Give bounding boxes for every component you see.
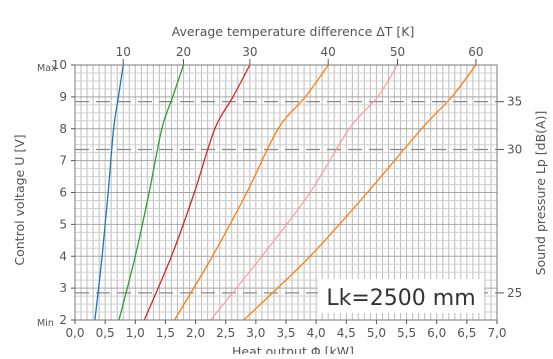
x-tick-label: 6,0 [427,326,446,340]
top-tick-label-40: 40 [321,45,336,59]
top-tick-label-10: 10 [116,45,131,59]
x-tick-label: 5,5 [397,326,416,340]
sound-pressure-lines [75,101,497,294]
y-axis-title: Control voltage U [V] [12,134,27,265]
x-tick-label: 1,0 [126,326,145,340]
y-tick-label: 4 [59,249,67,263]
series-line-50 [210,64,399,321]
x-tick-label: 4,0 [307,326,326,340]
x-tick-label: 5,0 [367,326,386,340]
y-tick-label: 9 [59,90,67,104]
x-tick-label: 2,5 [216,326,235,340]
x-tick-label: 4,5 [337,326,356,340]
series-line-60 [243,64,477,321]
right-tick-label: 35 [507,95,522,109]
series-line-10 [94,64,124,321]
length-annotation: Lk=2500 mm [326,286,475,311]
y2-axis-title: Sound pressure Lp [dB(A)] [533,111,548,276]
y-tick-label: 10 [52,58,67,72]
y-tick-label: 6 [59,186,67,200]
x-tick-label: 7,0 [487,326,506,340]
top-tick-label-30: 30 [242,45,257,59]
series-line-20 [118,64,185,321]
series-line-40 [173,64,329,321]
top-tick-label-60: 60 [468,45,483,59]
y-tick-label: 5 [59,217,67,231]
top-axis-title: Average temperature difference ΔT [K] [172,24,415,39]
x-tick-label: 0,5 [96,326,115,340]
y-tick-label: 7 [59,154,67,168]
y-min-label: Min [37,318,54,329]
x-axis-title: Heat output Φ [kW] [232,344,354,354]
y-tick-label: 8 [59,122,67,136]
y-max-label: Max [37,63,57,74]
x-tick-label: 2,0 [186,326,205,340]
x-tick-label: 0,0 [65,326,84,340]
top-tick-label-20: 20 [176,45,191,59]
series-lines [94,64,477,321]
y-tick-label: 2 [59,313,67,327]
right-tick-label: 25 [507,286,522,300]
axes [71,59,504,324]
x-tick-label: 6,5 [457,326,476,340]
top-tick-label-50: 50 [390,45,405,59]
x-tick-label: 3,5 [276,326,295,340]
x-tick-label: 3,0 [246,326,265,340]
x-tick-label: 1,5 [156,326,175,340]
right-tick-label: 30 [507,142,522,156]
annotation-background [318,279,484,313]
series-line-30 [143,64,251,321]
y-tick-label: 3 [59,281,67,295]
